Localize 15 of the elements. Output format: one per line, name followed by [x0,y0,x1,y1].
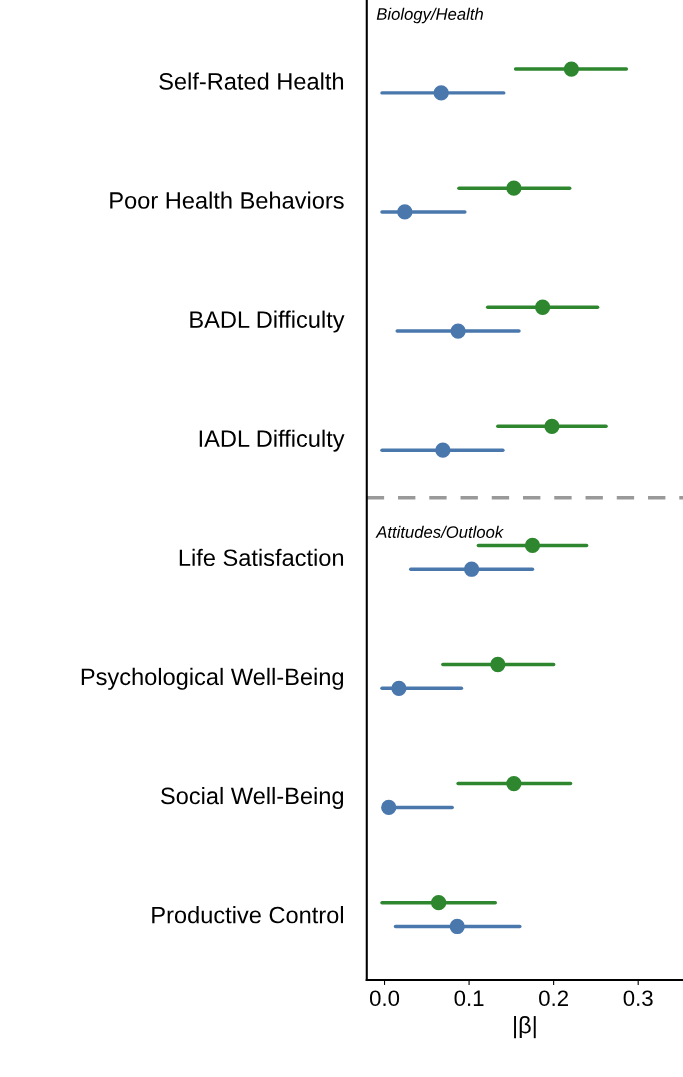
y-tick-label: IADL Difficulty [199,429,345,452]
y-tick-label: Life Satisfaction [179,548,344,567]
x-tick-label: 0.3 [623,990,653,1007]
y-tick-label: BADL Difficulty [190,310,345,333]
y-tick-label: Productive Control [152,906,343,924]
annotation: Attitudes/Outlook [375,525,504,538]
x-tick-label: 0.0 [369,990,400,1007]
y-tick-label: Psychological Well-Being [81,667,344,690]
y-tick-label: Self-Rated Health [159,72,344,90]
x-tick-label: 0.1 [454,990,484,1007]
y-tick-label: Social Well-Being [161,786,344,809]
x-tick-label: 0.2 [539,990,568,1007]
x-axis-title: |β| [514,1016,536,1039]
y-tick-label: Poor Health Behaviors [110,191,344,209]
annotation: Biology/Health [376,7,483,24]
